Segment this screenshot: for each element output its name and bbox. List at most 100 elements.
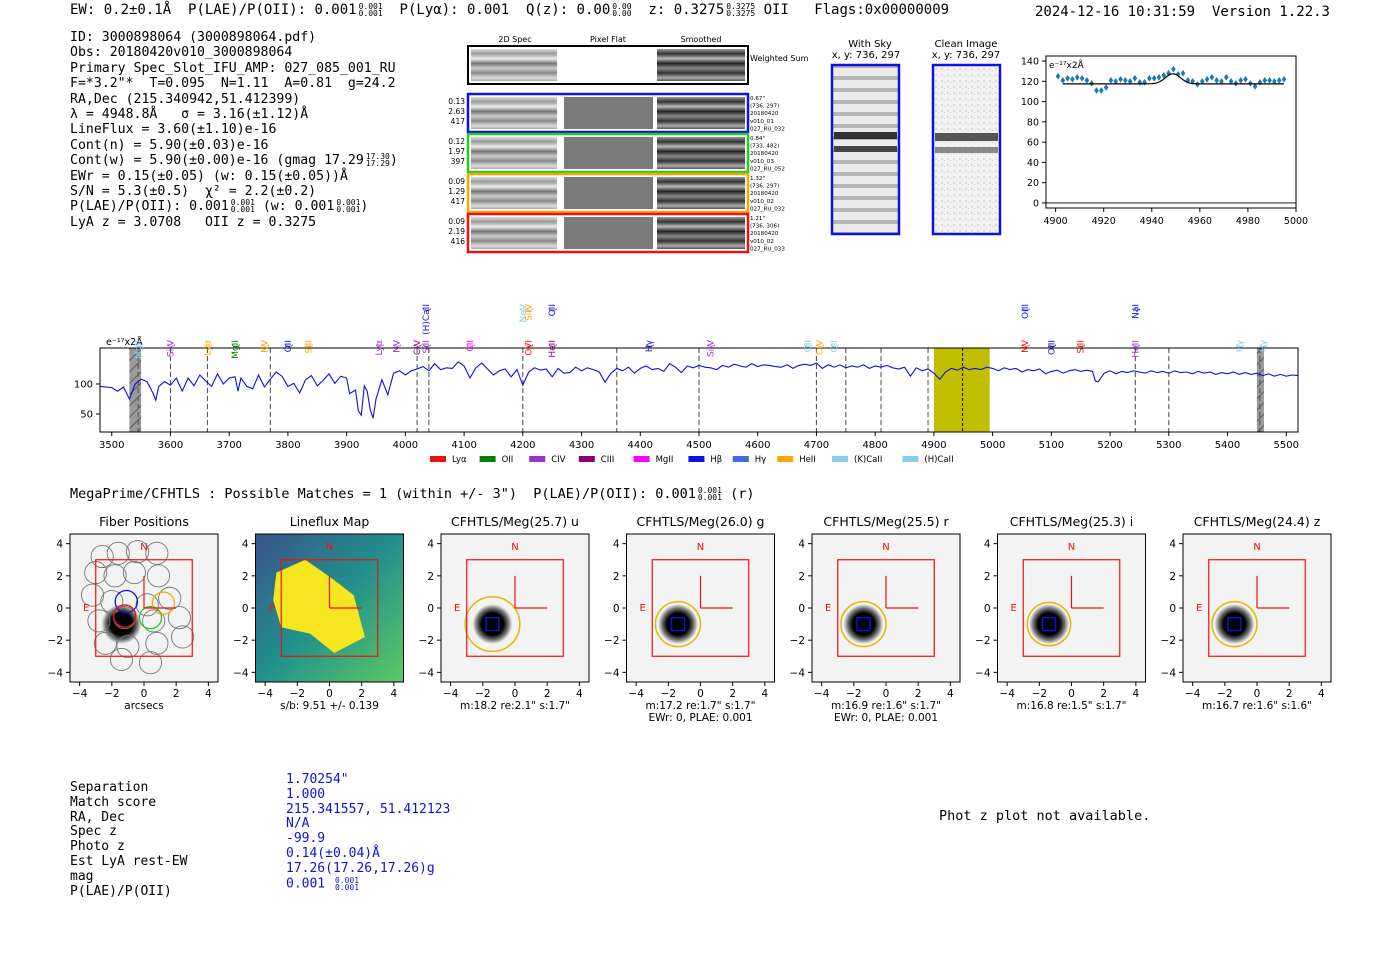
fiber-circle (80, 583, 105, 607)
stamp-7: CFHTLS/Meg(24.4) zNE−4−4−2−2002244m:16.7… (1161, 514, 1332, 712)
cutout-stat: 397 (451, 157, 466, 166)
clean-image-xy: x, y: 736, 297 (932, 50, 1001, 61)
line-label-brace: { (1047, 343, 1056, 348)
stamp-xtick-label: −2 (661, 688, 676, 700)
info-id: ID: 3000898064 (3000898064.pdf) (70, 30, 317, 45)
match-value: -99.9 (286, 831, 326, 847)
line-label-brace: { (548, 307, 557, 312)
fiber-circle (90, 544, 114, 569)
stamp-xtick-label: −4 (999, 688, 1015, 700)
line-label-brace: { (1235, 343, 1244, 348)
weighted-sum-row: Weighted Sum (467, 45, 809, 85)
detection-box (485, 616, 500, 632)
with-sky-image (830, 63, 901, 236)
line-label: OII (804, 340, 814, 352)
legend-swatch (479, 456, 496, 462)
stamp-image: NE (997, 534, 1146, 682)
match-label: Spec z (70, 824, 117, 840)
detection-box (1227, 616, 1242, 632)
fit-ytick-label: 120 (1021, 77, 1039, 88)
cutout-stat: 417 (451, 117, 466, 126)
east-label: E (268, 603, 274, 614)
cutout-fiber-info: 20180420 (750, 111, 779, 117)
fit-data-point (1185, 77, 1191, 84)
fit-xtick-label: 4920 (1092, 216, 1116, 227)
stamp-image: NE (626, 534, 775, 682)
stamp-ytick-label: 2 (984, 571, 991, 583)
stamp-ytick-label: −4 (1161, 667, 1177, 679)
line-label-brace: { (422, 307, 431, 312)
line-label: OII (830, 340, 840, 352)
fit-data-point (1156, 73, 1162, 81)
fit-ytick-label: 80 (1027, 117, 1039, 128)
cutout-smoothed (657, 177, 745, 209)
header-qz: Q(z): 0.00 (525, 2, 611, 18)
cutout-header-smoothed: Smoothed (681, 35, 722, 44)
cutout-pixel-flat (564, 97, 653, 129)
line-label-brace: { (231, 343, 240, 348)
stamp-title: Fiber Positions (99, 514, 189, 529)
line-label: OIII (1047, 340, 1057, 355)
legend-label: HeII (799, 455, 816, 465)
line-label: Hγ (1235, 339, 1245, 352)
legend-swatch (633, 456, 650, 462)
fit-data-point (1123, 77, 1128, 84)
stamp-ytick-label: −2 (233, 635, 248, 647)
cutout-stat: 2.19 (448, 227, 465, 236)
spectrum-xtick-label: 4100 (451, 440, 476, 451)
cutout-stat: 0.12 (448, 137, 465, 146)
fit-xtick-label: 4900 (1044, 216, 1068, 227)
cutout-fiber-info: 027_RU_033 (750, 246, 785, 252)
stamp-title: CFHTLS/Meg(25.7) u (451, 514, 579, 529)
spectrum-xtick-label: 5500 (1274, 440, 1299, 451)
stamp-xtick-label: −4 (1185, 688, 1201, 700)
match-value: 0.001 0.001 0.001 (286, 875, 360, 892)
legend-swatch (902, 456, 919, 462)
line-label: OVI (525, 340, 535, 356)
cutout-fiber-info: (733, 482) (750, 144, 779, 150)
line-label-brace: { (422, 343, 431, 348)
fit-data-point (1223, 73, 1229, 81)
lineflux-emission (273, 559, 365, 654)
stamp-xtick-label: 0 (1068, 688, 1075, 700)
spectrum-xtick-label: 4300 (569, 440, 594, 451)
aperture-ellipse (840, 600, 887, 648)
fiber-circle (109, 647, 134, 672)
line-label-brace: { (519, 307, 528, 312)
spectrum-xtick-label: 4000 (393, 440, 418, 451)
spectrum-xtick-label: 5400 (1215, 440, 1240, 451)
match-value: 1.000 (286, 786, 326, 802)
fit-xtick-label: 5000 (1284, 216, 1308, 227)
stamp-ytick-label: 2 (242, 571, 249, 583)
legend-swatch (688, 456, 705, 462)
legend-swatch (777, 456, 794, 462)
info-obs: Obs: 20180420v010_3000898064 (70, 45, 293, 61)
cutout-stat: 416 (451, 237, 466, 246)
stamp-ytick-label: −2 (790, 635, 805, 647)
spectrum-xtick-label: 4600 (745, 440, 770, 451)
stamp-xtick-label: 0 (697, 688, 704, 700)
stamp-4: CFHTLS/Meg(26.0) gNE−4−4−2−2002244m:17.2… (604, 514, 775, 723)
source-blob (843, 604, 884, 645)
stamp-caption: m:17.2 re:1.7" s:1.7" (646, 700, 756, 712)
match-value: 17.26(17.26,17.26)g (286, 860, 435, 876)
stamp-xtick-label: −4 (257, 688, 273, 700)
info-radec: RA,Dec (215.340942,51.412399) (70, 91, 301, 107)
fiber-circle (100, 590, 124, 614)
aperture-ellipse (1211, 600, 1258, 648)
stamp-xtick-label: −4 (443, 688, 459, 700)
stamp-ytick-label: −4 (604, 667, 620, 679)
header-plae-bounds: 0.001 0.001 (358, 2, 383, 18)
fit-ytick-label: 40 (1027, 158, 1039, 169)
fit-ytick-label: 0 (1033, 198, 1039, 209)
header-plya: P(Lyα): 0.001 (399, 2, 510, 18)
stamp-xtick-label: 2 (173, 688, 180, 700)
fit-ytick-label: 140 (1021, 57, 1039, 68)
stamp-xtick-label: 0 (883, 688, 890, 700)
stamp-caption: m:16.9 re:1.6" s:1.7" (831, 700, 941, 712)
east-label: E (639, 603, 645, 614)
stamp-image: NE (70, 534, 218, 682)
line-label: Lyα (203, 340, 213, 356)
